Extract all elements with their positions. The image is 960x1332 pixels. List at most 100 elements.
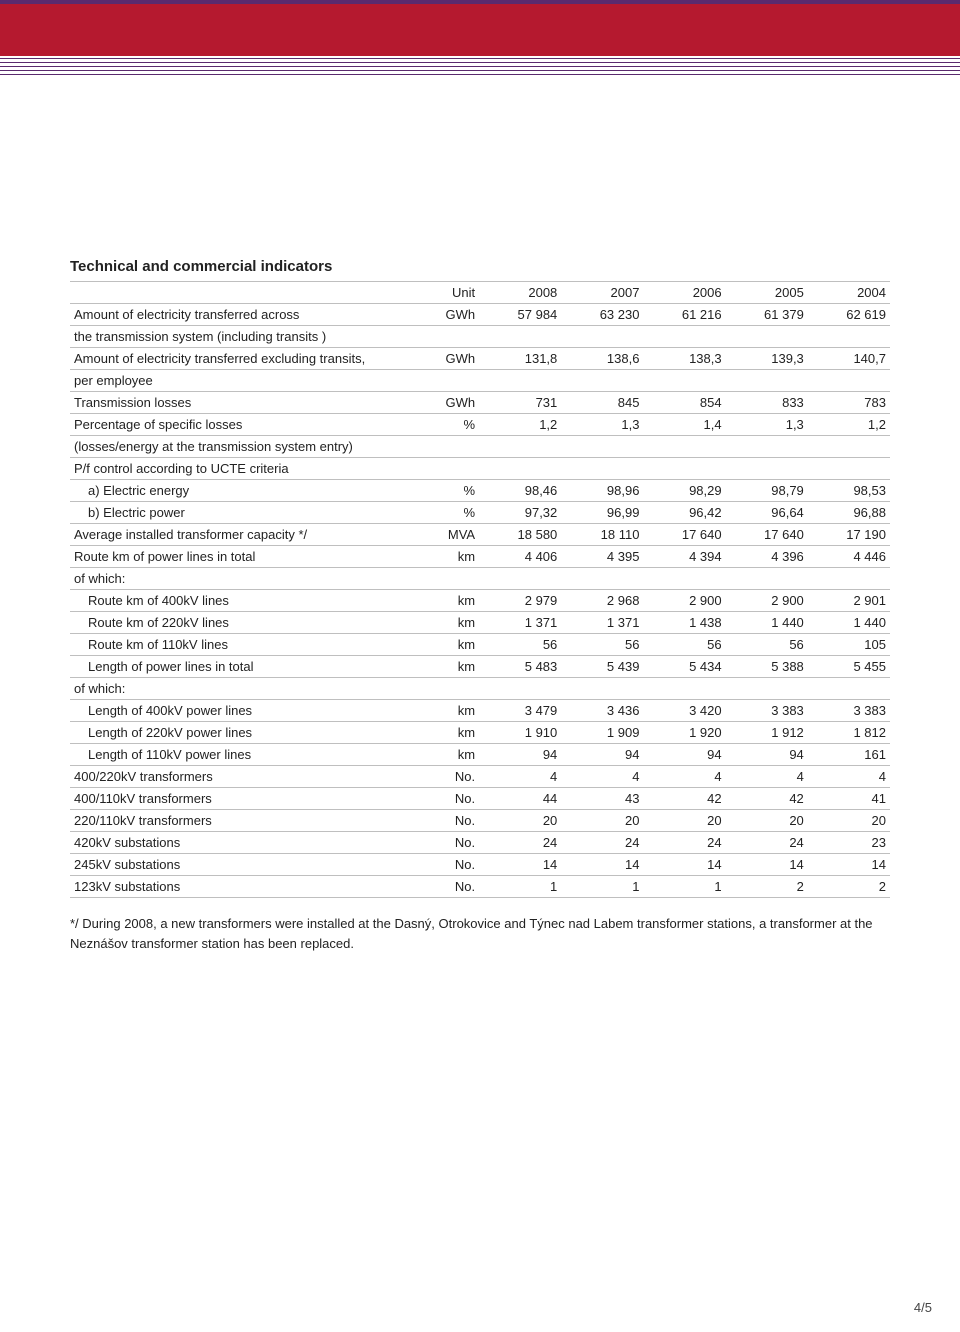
cell: 96,88: [808, 502, 890, 524]
cell: 140,7: [808, 348, 890, 370]
cell: 3 383: [726, 700, 808, 722]
cell: 20: [643, 810, 725, 832]
cell: 98,96: [561, 480, 643, 502]
row-label: 400/110kV transformers: [70, 788, 414, 810]
cell: %: [414, 502, 479, 524]
table-row: 400/110kV transformersNo.4443424241: [70, 788, 890, 810]
cell: 3 420: [643, 700, 725, 722]
cell: GWh: [414, 392, 479, 414]
table-row: Average installed transformer capacity *…: [70, 524, 890, 546]
cell: 1,4: [643, 414, 725, 436]
cell: 138,3: [643, 348, 725, 370]
cell: 2 901: [808, 590, 890, 612]
cell: 5 388: [726, 656, 808, 678]
cell: 56: [479, 634, 561, 656]
table-row: Length of 110kV power lineskm94949494161: [70, 744, 890, 766]
row-label: of which:: [70, 678, 414, 700]
cell: [414, 370, 479, 392]
cell: [414, 458, 479, 480]
cell: 24: [643, 832, 725, 854]
cell: 1: [561, 876, 643, 898]
table-title: Technical and commercial indicators: [70, 258, 890, 275]
cell: km: [414, 634, 479, 656]
cell: No.: [414, 876, 479, 898]
row-label: Route km of power lines in total: [70, 546, 414, 568]
col-2006: 2006: [643, 282, 725, 304]
cell: [561, 436, 643, 458]
cell: [726, 370, 808, 392]
cell: 138,6: [561, 348, 643, 370]
row-label: Percentage of specific losses: [70, 414, 414, 436]
cell: 44: [479, 788, 561, 810]
cell: [726, 568, 808, 590]
cell: 17 640: [643, 524, 725, 546]
cell: 96,64: [726, 502, 808, 524]
col-2005: 2005: [726, 282, 808, 304]
table-row: Length of 220kV power lineskm1 9101 9091…: [70, 722, 890, 744]
cell: 20: [726, 810, 808, 832]
cell: 5 434: [643, 656, 725, 678]
table-row: P/f control according to UCTE criteria: [70, 458, 890, 480]
col-2007: 2007: [561, 282, 643, 304]
cell: 14: [726, 854, 808, 876]
cell: 1 812: [808, 722, 890, 744]
row-label: Transmission losses: [70, 392, 414, 414]
footnote: */ During 2008, a new transformers were …: [70, 914, 890, 953]
table-row: a) Electric energy%98,4698,9698,2998,799…: [70, 480, 890, 502]
cell: 1 371: [479, 612, 561, 634]
cell: km: [414, 700, 479, 722]
cell: 94: [561, 744, 643, 766]
cell: 4 446: [808, 546, 890, 568]
cell: 845: [561, 392, 643, 414]
cell: [479, 568, 561, 590]
table-row: Length of power lines in totalkm5 4835 4…: [70, 656, 890, 678]
cell: 1,2: [479, 414, 561, 436]
cell: km: [414, 722, 479, 744]
cell: 1 920: [643, 722, 725, 744]
indicators-table: Unit 2008 2007 2006 2005 2004 Amount of …: [70, 281, 890, 898]
table-row: Amount of electricity transferred exclud…: [70, 348, 890, 370]
cell: 94: [643, 744, 725, 766]
row-label: b) Electric power: [70, 502, 414, 524]
cell: No.: [414, 788, 479, 810]
cell: 20: [479, 810, 561, 832]
cell: [808, 678, 890, 700]
cell: 24: [726, 832, 808, 854]
cell: 4: [808, 766, 890, 788]
cell: 5 483: [479, 656, 561, 678]
cell: 1 371: [561, 612, 643, 634]
cell: [643, 458, 725, 480]
cell: 731: [479, 392, 561, 414]
row-label: per employee: [70, 370, 414, 392]
cell: 42: [726, 788, 808, 810]
cell: [726, 678, 808, 700]
cell: [643, 568, 725, 590]
row-label: Amount of electricity transferred across: [70, 304, 414, 326]
table-row: 220/110kV transformersNo.2020202020: [70, 810, 890, 832]
cell: 4: [643, 766, 725, 788]
cell: 1 909: [561, 722, 643, 744]
row-label: Average installed transformer capacity *…: [70, 524, 414, 546]
header-stripes: [0, 58, 960, 78]
cell: 2 968: [561, 590, 643, 612]
cell: [561, 568, 643, 590]
cell: 42: [643, 788, 725, 810]
table-row: Route km of 400kV lineskm2 9792 9682 900…: [70, 590, 890, 612]
row-label: Route km of 400kV lines: [70, 590, 414, 612]
cell: GWh: [414, 348, 479, 370]
cell: 14: [561, 854, 643, 876]
cell: 61 216: [643, 304, 725, 326]
cell: 4: [561, 766, 643, 788]
row-label: the transmission system (including trans…: [70, 326, 414, 348]
cell: 94: [479, 744, 561, 766]
cell: 62 619: [808, 304, 890, 326]
cell: 14: [643, 854, 725, 876]
cell: No.: [414, 766, 479, 788]
page-number: 4/5: [914, 1300, 932, 1315]
cell: 63 230: [561, 304, 643, 326]
cell: [479, 458, 561, 480]
cell: [479, 326, 561, 348]
table-row: b) Electric power%97,3296,9996,4296,6496…: [70, 502, 890, 524]
cell: 5 439: [561, 656, 643, 678]
table-row: Route km of power lines in totalkm4 4064…: [70, 546, 890, 568]
